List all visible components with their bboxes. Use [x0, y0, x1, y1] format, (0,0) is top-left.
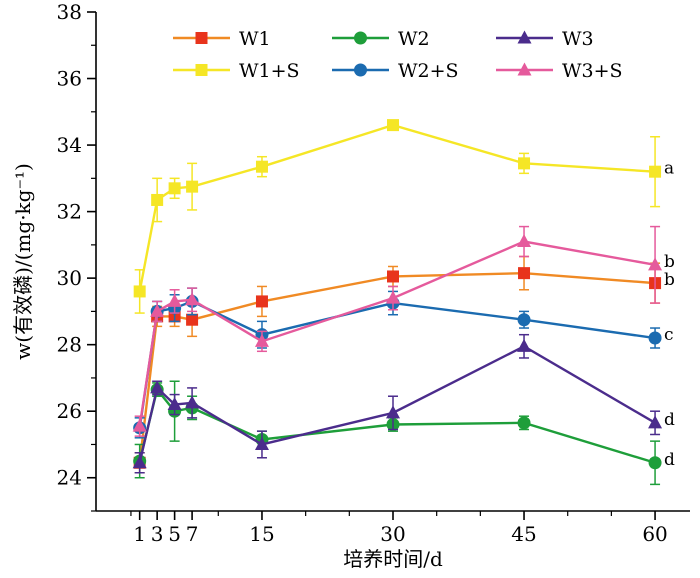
- data-point: [150, 303, 165, 317]
- y-tick-label: 26: [57, 399, 82, 423]
- x-tick-label: 60: [642, 522, 667, 546]
- y-tick-label: 28: [57, 333, 82, 357]
- axes: [95, 12, 690, 512]
- legend: W1 W2 W3 W1+S W2+S W3+S: [173, 28, 623, 82]
- x-tick-label: 7: [186, 522, 199, 546]
- legend-marker: [354, 31, 367, 45]
- y-ticks: 24 26 28 30 32 34 36 38: [57, 0, 96, 512]
- data-point: [649, 165, 662, 178]
- series-w1-plus-s: [133, 119, 662, 314]
- y-tick-label: 32: [57, 200, 82, 224]
- data-point: [255, 160, 268, 173]
- data-point: [133, 285, 146, 298]
- legend-entry-w3: W3: [496, 28, 594, 50]
- series-w3: [132, 333, 663, 474]
- data-point: [150, 380, 165, 394]
- data-point: [185, 292, 200, 306]
- data-point: [168, 182, 181, 195]
- y-axis-title: w(有效磷)/(mg·kg⁻¹): [11, 163, 35, 360]
- significance-label: d: [664, 410, 675, 430]
- significance-label: a: [664, 159, 674, 179]
- data-point: [132, 455, 147, 469]
- data-point: [648, 257, 663, 271]
- series-line-w2-plus-s: [138, 300, 656, 429]
- series-line-w3: [138, 344, 656, 464]
- legend-label: W1: [239, 28, 271, 50]
- legend-label: W1+S: [239, 60, 300, 82]
- data-point: [151, 193, 164, 206]
- legend-entry-w2-plus-s: W2+S: [332, 60, 459, 82]
- data-point: [387, 270, 399, 283]
- data-point: [255, 295, 268, 308]
- x-tick-label: 5: [168, 522, 181, 546]
- legend-entry-w3-plus-s: W3+S: [496, 60, 623, 82]
- legend-entry-w2: W2: [332, 28, 430, 50]
- y-tick-label: 34: [57, 133, 82, 157]
- series-layer: [132, 119, 663, 486]
- y-tick-label: 38: [57, 0, 82, 24]
- data-point: [186, 313, 199, 326]
- x-axis-title: 培养时间/d: [343, 547, 443, 571]
- data-point: [185, 395, 200, 409]
- data-point: [386, 290, 400, 304]
- data-point: [648, 456, 662, 470]
- data-point: [517, 313, 531, 327]
- x-tick-label: 15: [249, 522, 274, 546]
- legend-marker: [195, 32, 208, 44]
- x-tick-label: 45: [511, 522, 536, 546]
- significance-label: d: [664, 450, 675, 470]
- data-point: [517, 234, 532, 248]
- series-line-w3-plus-s: [138, 240, 656, 427]
- significance-label: b: [664, 270, 675, 290]
- data-point: [186, 180, 199, 193]
- data-point: [132, 418, 147, 432]
- legend-marker: [195, 64, 208, 76]
- data-point: [648, 331, 662, 345]
- data-point: [254, 436, 269, 450]
- data-point: [517, 416, 531, 430]
- legend-marker: [354, 63, 367, 77]
- legend-label: W3+S: [562, 60, 623, 82]
- legend-entry-w1-plus-s: W1+S: [173, 60, 300, 82]
- data-point: [254, 333, 269, 347]
- legend-label: W3: [562, 28, 594, 50]
- x-ticks: 1 3 5 7 15 30 45 60: [130, 511, 668, 546]
- legend-entry-w1: W1: [173, 28, 271, 50]
- data-point: [518, 267, 531, 280]
- legend-marker: [517, 30, 532, 44]
- x-tick-label: 3: [151, 522, 164, 546]
- data-point: [386, 405, 400, 419]
- y-tick-label: 36: [57, 67, 82, 91]
- data-point: [648, 415, 663, 429]
- data-point: [518, 157, 531, 170]
- series-w3-plus-s: [132, 225, 663, 437]
- data-point: [167, 293, 182, 307]
- significance-labels: a bb c dd: [664, 159, 675, 470]
- legend-label: W2+S: [398, 60, 459, 82]
- x-tick-label: 1: [133, 522, 146, 546]
- y-tick-label: 30: [57, 266, 82, 290]
- x-tick-label: 30: [380, 522, 405, 546]
- y-tick-label: 24: [57, 466, 82, 490]
- legend-label: W2: [398, 28, 430, 50]
- data-point: [517, 338, 532, 352]
- data-point: [387, 119, 399, 132]
- legend-marker: [517, 62, 532, 76]
- significance-label: c: [664, 325, 674, 345]
- significance-label: b: [664, 252, 675, 272]
- data-point: [167, 397, 182, 411]
